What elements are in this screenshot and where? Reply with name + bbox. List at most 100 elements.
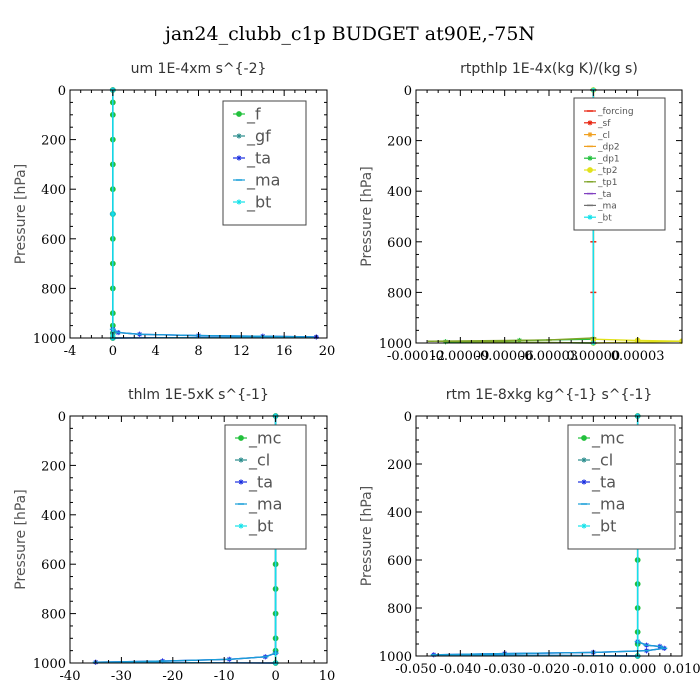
x-tick-label: 0 [271,669,279,684]
y-tick-label: 0 [404,410,412,425]
x-tick-label: 20 [319,344,336,359]
panel-thlm: thlm 1E-5xK s^{-1} Pressure [hPa] -40 -30 -2… [13,387,335,684]
y-axis-label: Pressure [hPa] [359,166,375,266]
legend-marker [236,111,242,117]
x-tick-label: -0.00012 [387,349,445,364]
y-tick-label: 400 [387,185,412,200]
panel-um: um 1E-4xm s^{-2} Pressure [hPa] -4 0 4 8 12 16 2… [13,61,335,359]
legend-marker [238,435,244,441]
x-tick-label: -0.050 [395,662,437,677]
y-tick-label: 400 [387,506,412,521]
y-tick-label: 800 [387,602,412,617]
legend-marker [581,435,587,441]
legend-label: _cl [591,451,613,471]
panel-title: rtpthlp 1E-4x(kg K)/(kg s) [460,61,638,77]
y-tick-label: 1000 [33,657,66,672]
x-tick-label: -20 [162,669,183,684]
y-tick-label: 400 [41,183,66,198]
legend-label: _ma [597,202,617,212]
panel-rtm: rtm 1E-8xkg kg^{-1} s^{-1} Pressure [hPa]… [359,387,700,677]
legend-label: _tp2 [597,166,617,176]
legend: _f_gf_ta_ma_bt [222,100,307,226]
legend-marker [236,133,242,139]
legend-marker [238,479,244,485]
series-point-bt [110,211,116,217]
legend-label: _gf [246,127,271,147]
legend-marker [581,523,587,529]
panel-title: rtm 1E-8xkg kg^{-1} s^{-1} [446,387,653,403]
y-tick-label: 200 [387,458,412,473]
legend-label: _f [246,105,261,125]
y-tick-label: 800 [41,608,66,623]
legend-marker [587,167,593,173]
x-tick-label: -30 [111,669,132,684]
legend-label: _ma [246,171,280,191]
x-tick-label: 8 [194,344,202,359]
panel-title: um 1E-4xm s^{-2} [131,61,267,77]
legend-marker [587,214,593,220]
x-tick-label: -0.030 [484,662,526,677]
legend-box [573,97,666,231]
legend-label: _ta [246,149,271,169]
x-tick-label: -40 [60,669,81,684]
legend-marker [581,479,587,485]
x-tick-label: 0.000 [619,662,656,677]
legend-label: _bt [597,213,612,223]
x-tick-label: 0.010 [663,662,700,677]
legend: _mc_cl_ta_ma_bt [567,424,676,550]
y-tick-label: 0 [58,410,66,425]
x-tick-label: 12 [233,344,250,359]
x-tick-label: 10 [319,669,336,684]
legend-marker [587,155,593,161]
y-tick-label: 800 [41,282,66,297]
x-tick-label: -0.00009 [431,349,489,364]
legend-label: _bt [246,193,271,213]
legend-label: _ta [597,190,612,200]
legend-label: _dp2 [597,143,620,153]
y-axis-label: Pressure [hPa] [359,486,375,586]
x-tick-label: 0.00000 [566,349,620,364]
y-tick-label: 0 [58,84,66,99]
legend: _mc_cl_ta_ma_bt [224,424,307,550]
legend-box [222,100,307,226]
legend-label: _ta [591,473,616,493]
y-tick-label: 1000 [379,650,412,665]
x-tick-label: 0.00003 [611,349,665,364]
x-tick-label: -0.010 [573,662,615,677]
legend-label: _dp1 [597,154,620,164]
y-axis-label: Pressure [hPa] [13,489,29,589]
x-tick-label: 16 [276,344,293,359]
x-tick-label: -0.020 [528,662,570,677]
x-tick-label: -0.00006 [476,349,534,364]
x-tick-label: -10 [214,669,235,684]
legend-marker [238,457,244,463]
legend-marker [587,120,593,126]
legend-box [567,424,676,550]
y-axis-label: Pressure [hPa] [13,164,29,264]
x-tick-label: 4 [152,344,160,359]
y-tick-label: 800 [387,286,412,301]
legend-marker [236,155,242,161]
y-tick-label: 600 [41,233,66,248]
legend-marker [581,457,587,463]
y-tick-label: 600 [387,236,412,251]
y-tick-label: 200 [41,134,66,149]
legend-marker [236,199,242,205]
x-tick-label: 0 [109,344,117,359]
x-tick-label: -4 [64,344,77,359]
x-tick-label: -0.040 [440,662,482,677]
legend-label: _ma [248,495,282,515]
legend: _forcing _sf _cl _dp2_dp1 _tp2 _tp1 _ta _ma_bt [573,97,666,231]
legend-label: _sf [597,119,611,129]
y-tick-label: 400 [41,509,66,524]
y-tick-label: 200 [387,135,412,150]
panel-rtpthlp: rtpthlp 1E-4x(kg K)/(kg s) Pressure [hPa]… [359,61,683,364]
legend-label: _mc [248,429,281,449]
legend-label: _ma [591,495,625,515]
y-tick-label: 1000 [33,332,66,347]
panel-title: thlm 1E-5xK s^{-1} [128,387,269,403]
x-tick-label: -0.00003 [520,349,578,364]
legend-label: _ta [248,473,273,493]
series-line-dp1 [445,90,595,344]
